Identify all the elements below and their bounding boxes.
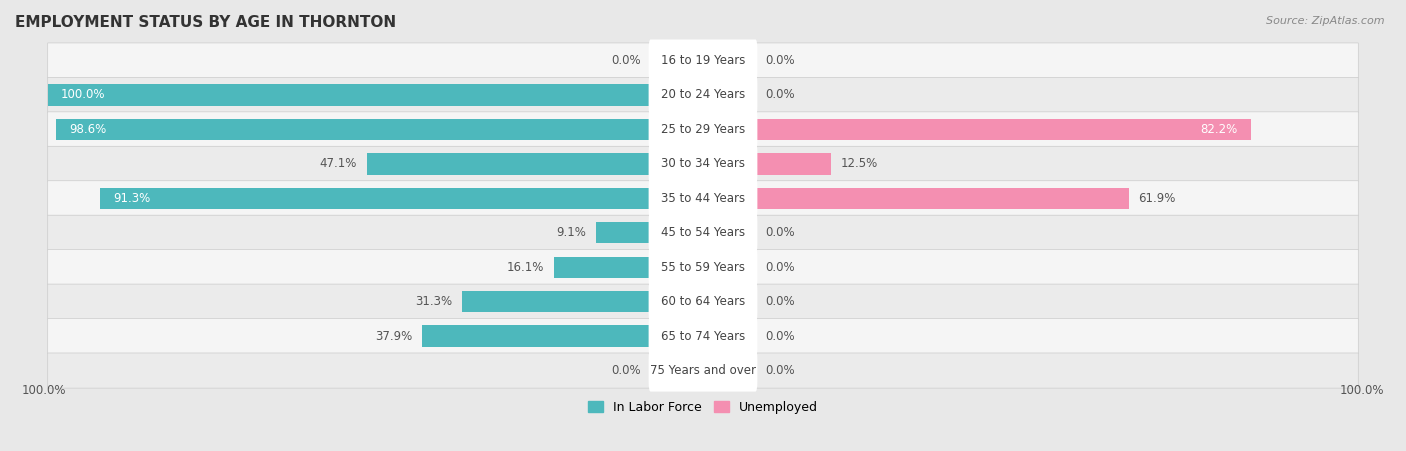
Text: 20 to 24 Years: 20 to 24 Years [661,88,745,101]
Text: 60 to 64 Years: 60 to 64 Years [661,295,745,308]
Bar [755,119,1251,140]
Text: 0.0%: 0.0% [612,54,641,67]
Text: 0.0%: 0.0% [765,54,794,67]
FancyBboxPatch shape [48,215,1358,250]
Text: 61.9%: 61.9% [1139,192,1175,205]
Bar [100,188,651,209]
FancyBboxPatch shape [648,177,758,219]
FancyBboxPatch shape [48,181,1358,216]
Bar [56,119,651,140]
FancyBboxPatch shape [48,112,1358,147]
Bar [48,84,651,106]
Text: 0.0%: 0.0% [765,364,794,377]
Text: 0.0%: 0.0% [765,261,794,274]
Text: 0.0%: 0.0% [765,330,794,343]
Text: 82.2%: 82.2% [1201,123,1237,136]
FancyBboxPatch shape [648,281,758,322]
Text: 25 to 29 Years: 25 to 29 Years [661,123,745,136]
Text: 100.0%: 100.0% [21,384,66,397]
Bar [596,222,651,244]
FancyBboxPatch shape [48,78,1358,113]
Text: 100.0%: 100.0% [1340,384,1385,397]
FancyBboxPatch shape [48,250,1358,285]
Text: 98.6%: 98.6% [69,123,107,136]
FancyBboxPatch shape [48,43,1358,78]
FancyBboxPatch shape [48,318,1358,354]
Text: 30 to 34 Years: 30 to 34 Years [661,157,745,170]
Text: 35 to 44 Years: 35 to 44 Years [661,192,745,205]
Text: 55 to 59 Years: 55 to 59 Years [661,261,745,274]
Text: 0.0%: 0.0% [765,295,794,308]
Text: 0.0%: 0.0% [765,88,794,101]
FancyBboxPatch shape [648,350,758,391]
Text: 16.1%: 16.1% [506,261,544,274]
FancyBboxPatch shape [648,212,758,254]
Bar [755,188,1129,209]
FancyBboxPatch shape [48,353,1358,388]
Text: 0.0%: 0.0% [765,226,794,239]
Bar [422,326,651,347]
Legend: In Labor Force, Unemployed: In Labor Force, Unemployed [583,396,823,419]
Text: 9.1%: 9.1% [555,226,586,239]
Text: Source: ZipAtlas.com: Source: ZipAtlas.com [1267,16,1385,26]
Text: 47.1%: 47.1% [319,157,357,170]
FancyBboxPatch shape [648,40,758,82]
Bar [554,257,651,278]
FancyBboxPatch shape [648,143,758,185]
Text: 75 Years and over: 75 Years and over [650,364,756,377]
Text: 0.0%: 0.0% [612,364,641,377]
Text: 16 to 19 Years: 16 to 19 Years [661,54,745,67]
Text: 45 to 54 Years: 45 to 54 Years [661,226,745,239]
Text: 31.3%: 31.3% [415,295,453,308]
Text: EMPLOYMENT STATUS BY AGE IN THORNTON: EMPLOYMENT STATUS BY AGE IN THORNTON [15,15,396,30]
Bar [367,153,651,175]
FancyBboxPatch shape [648,108,758,151]
Text: 91.3%: 91.3% [114,192,150,205]
Text: 12.5%: 12.5% [841,157,877,170]
Bar [463,291,651,313]
Text: 37.9%: 37.9% [375,330,412,343]
FancyBboxPatch shape [648,74,758,116]
FancyBboxPatch shape [648,315,758,357]
Text: 65 to 74 Years: 65 to 74 Years [661,330,745,343]
FancyBboxPatch shape [48,146,1358,181]
FancyBboxPatch shape [48,284,1358,319]
Bar [755,153,831,175]
FancyBboxPatch shape [648,246,758,288]
Text: 100.0%: 100.0% [60,88,105,101]
